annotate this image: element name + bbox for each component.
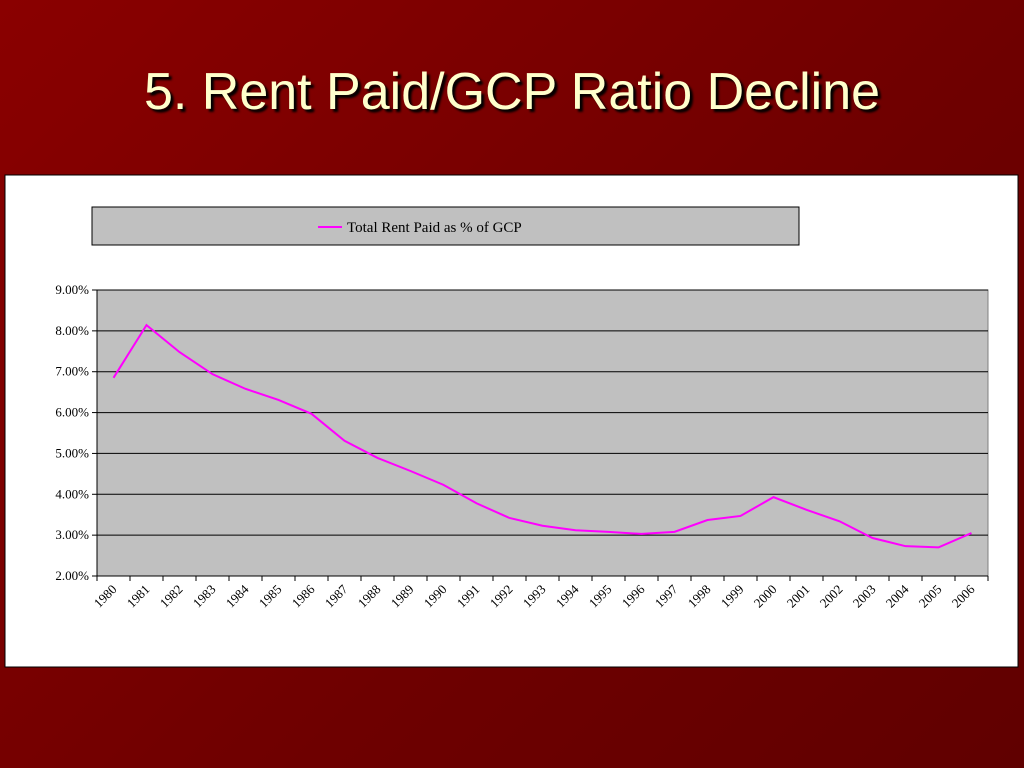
data-line: [112, 323, 972, 549]
legend-label: Total Rent Paid as % of GCP: [347, 220, 522, 236]
y-tick-label: 7.00%: [55, 364, 89, 379]
y-tick-label: 3.00%: [55, 527, 89, 542]
y-tick-label: 5.00%: [55, 445, 89, 460]
slide-title: 5. Rent Paid/GCP Ratio Decline: [143, 63, 881, 121]
y-tick-label: 6.00%: [55, 405, 89, 420]
y-tick-label: 8.00%: [55, 323, 89, 338]
legend-box: [91, 206, 800, 246]
y-tick-label: 9.00%: [55, 282, 89, 297]
y-tick-label: 4.00%: [55, 486, 89, 501]
plot-area: [96, 289, 989, 577]
y-tick-label: 2.00%: [55, 568, 89, 583]
